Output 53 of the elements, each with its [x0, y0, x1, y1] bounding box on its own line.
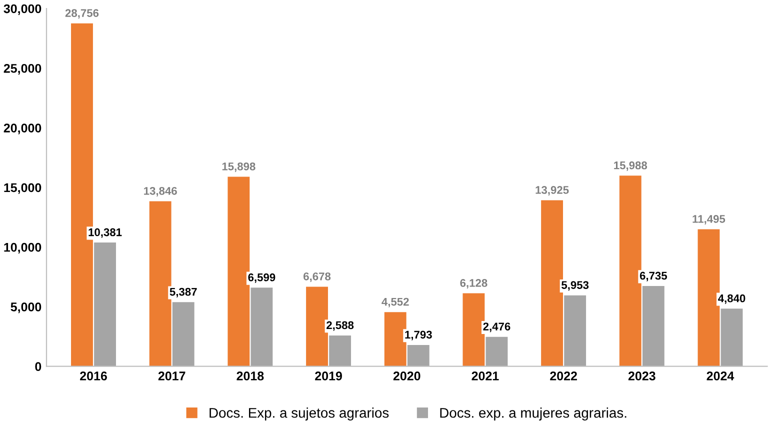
x-tick-label: 2018 — [236, 372, 264, 380]
bar — [228, 176, 250, 366]
x-tick-label: 2022 — [550, 372, 577, 380]
data-label: 4,840 — [718, 294, 746, 304]
data-label: 6,599 — [248, 273, 276, 283]
bar — [250, 288, 273, 366]
bar — [642, 286, 664, 366]
x-tick-label: 2024 — [706, 372, 734, 380]
data-label: 13,925 — [536, 186, 569, 196]
x-tick-label: 2020 — [393, 372, 420, 380]
y-tick-label: 25,000 — [4, 64, 42, 75]
data-label: 15,898 — [222, 162, 256, 172]
data-label: 13,846 — [144, 186, 177, 196]
bar — [149, 201, 172, 366]
data-label: 28,756 — [65, 9, 99, 19]
x-tick-label: 2016 — [80, 372, 107, 380]
bar — [94, 242, 116, 366]
x-tick-label: 2019 — [315, 372, 342, 380]
y-tick-label: 10,000 — [4, 242, 42, 254]
data-label: 5,387 — [170, 288, 197, 298]
x-tick-label: 2017 — [158, 372, 186, 380]
bar — [172, 302, 194, 366]
data-label: 6,678 — [304, 272, 331, 282]
data-label: 2,476 — [483, 322, 510, 332]
y-tick-label: 5,000 — [10, 302, 42, 314]
bar — [306, 286, 328, 366]
bar — [329, 335, 352, 366]
bar — [384, 312, 406, 366]
bar — [698, 229, 720, 366]
bar — [720, 308, 743, 366]
bar — [486, 336, 508, 366]
bar — [462, 293, 485, 366]
data-label: 1,793 — [405, 330, 432, 340]
data-label: 11,495 — [692, 215, 726, 224]
data-label: 5,953 — [562, 281, 589, 291]
legend-label: Docs. exp. a mujeres agrarias. — [440, 408, 626, 421]
bar — [541, 200, 564, 366]
data-label: 15,988 — [614, 161, 648, 171]
y-tick-label: 0 — [35, 362, 42, 372]
x-tick-label: 2021 — [472, 372, 499, 380]
x-tick-label: 2023 — [628, 372, 656, 380]
bar — [619, 176, 642, 366]
legend-label: Docs. Exp. a sujetos agrarios — [210, 408, 389, 421]
data-label: 10,381 — [88, 228, 122, 238]
y-tick-label: 15,000 — [4, 183, 42, 194]
data-label: 2,588 — [326, 321, 354, 331]
data-label: 4,552 — [382, 298, 409, 308]
data-label: 6,128 — [460, 279, 488, 289]
y-tick-label: 30,000 — [4, 4, 42, 15]
bar — [564, 295, 586, 366]
y-tick-label: 20,000 — [4, 124, 42, 134]
bar — [407, 344, 430, 366]
data-label: 6,735 — [640, 272, 668, 282]
